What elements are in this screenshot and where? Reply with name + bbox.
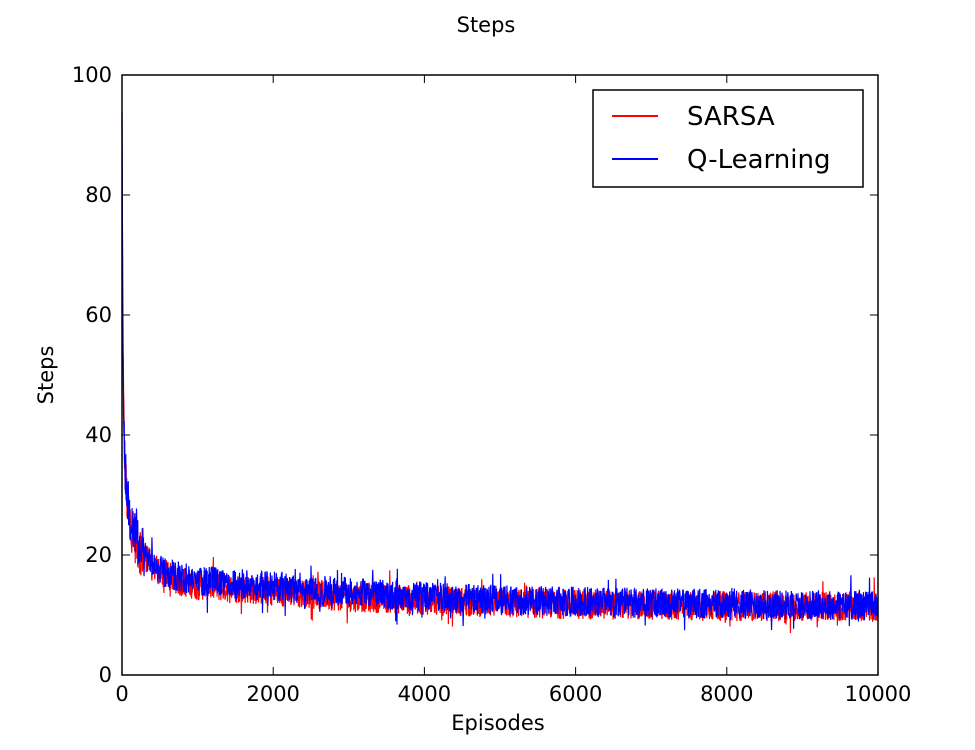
legend-box: [592, 89, 864, 188]
y-tick-label: 60: [85, 303, 112, 327]
series-line-sarsa: [121, 120, 879, 634]
y-tick-label: 100: [72, 63, 112, 87]
y-tick-label: 80: [85, 183, 112, 207]
plot-frame: [121, 74, 879, 676]
legend: SARSA Q-Learning: [592, 89, 864, 188]
y-tick-label: 0: [99, 663, 112, 687]
x-tick-label: 2000: [246, 682, 299, 706]
x-axis-label: Episodes: [451, 711, 544, 735]
x-tick-label: 4000: [398, 682, 451, 706]
series-line-q-learning: [121, 111, 879, 631]
legend-label-q-learning: Q-Learning: [687, 145, 830, 175]
x-tick-label: 6000: [549, 682, 602, 706]
x-tick-label: 8000: [700, 682, 753, 706]
y-tick-label: 20: [85, 543, 112, 567]
x-tick-label: 10000: [845, 682, 912, 706]
x-axis: 0 2000 4000 6000 8000 10000: [115, 75, 911, 706]
y-axis: 0 20 40 60 80 100: [72, 63, 878, 687]
y-axis-label: Steps: [34, 346, 58, 405]
x-tick-label: 0: [115, 682, 128, 706]
legend-label-sarsa: SARSA: [687, 102, 775, 132]
y-tick-label: 40: [85, 423, 112, 447]
plot-lines: [121, 111, 879, 634]
chart-title: Steps: [457, 13, 516, 37]
